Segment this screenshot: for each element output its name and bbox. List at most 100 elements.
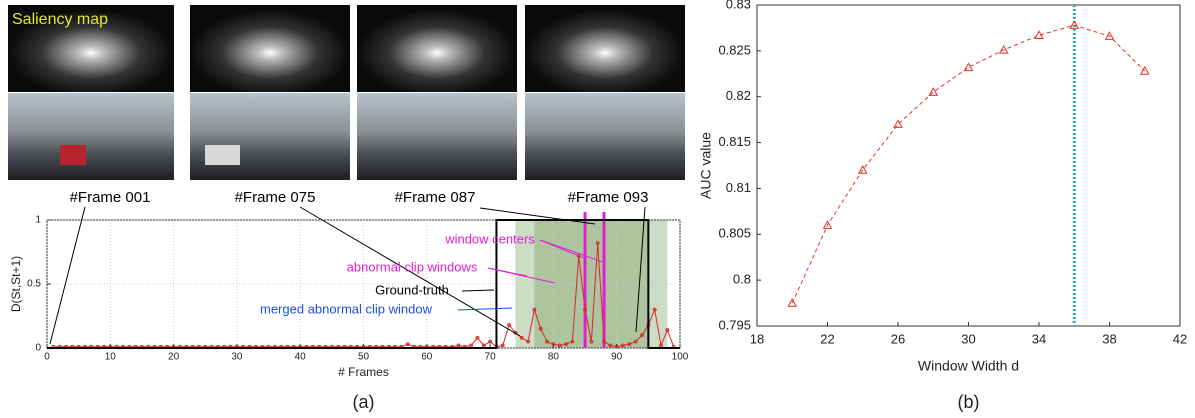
y-tick-label: 1 bbox=[35, 215, 41, 226]
marker bbox=[576, 253, 581, 258]
x-tick-label: 30 bbox=[961, 331, 975, 346]
y-tick-label: 0.825 bbox=[718, 42, 751, 57]
street-image bbox=[525, 93, 685, 180]
y-axis-label: AUC value bbox=[698, 132, 714, 199]
frame-label: #Frame 087 bbox=[395, 189, 476, 206]
marker bbox=[456, 343, 461, 348]
x-tick-label: 40 bbox=[295, 352, 307, 363]
marker bbox=[665, 328, 670, 332]
x-axis-label: # Frames bbox=[338, 365, 389, 379]
saliency-image bbox=[190, 5, 350, 92]
marker bbox=[1069, 20, 1080, 29]
x-tick-label: 38 bbox=[1102, 331, 1116, 346]
annotation: window centers bbox=[444, 231, 535, 246]
car bbox=[205, 145, 240, 165]
annotation: merged abnormal clip window bbox=[260, 301, 433, 316]
marker bbox=[545, 339, 549, 344]
x-tick-label: 60 bbox=[421, 352, 433, 363]
marker bbox=[507, 323, 511, 327]
marker bbox=[640, 333, 644, 338]
marker bbox=[998, 44, 1009, 54]
marker bbox=[532, 307, 537, 312]
abnormal-window bbox=[534, 220, 668, 348]
y-tick-label: 0.83 bbox=[726, 0, 751, 11]
saliency-image bbox=[357, 5, 517, 92]
arrow bbox=[479, 207, 596, 225]
marker bbox=[519, 335, 524, 340]
x-tick-label: 80 bbox=[548, 352, 560, 363]
marker bbox=[405, 342, 410, 347]
x-tick-label: 90 bbox=[611, 352, 623, 363]
marker bbox=[928, 87, 939, 96]
annotation: abnormal clip windows bbox=[347, 259, 478, 274]
marker bbox=[1139, 66, 1150, 75]
marker bbox=[500, 343, 505, 348]
caption: (b) bbox=[958, 392, 980, 412]
x-axis-label: Window Width d bbox=[918, 358, 1019, 374]
x-tick-label: 34 bbox=[1032, 331, 1046, 346]
marker bbox=[787, 298, 798, 307]
image-strip: Saliency map #Frame 001 #Frame 075 #Fram… bbox=[8, 5, 685, 206]
arrow bbox=[539, 239, 604, 263]
x-tick-label: 50 bbox=[358, 352, 370, 363]
annotation: Ground-truth bbox=[375, 282, 449, 297]
plot-b: 18 22 26 30 34 38 42 0.795 0.8 0.805 0.81 0.815 0.82… bbox=[698, 0, 1188, 412]
marker bbox=[627, 342, 632, 347]
marker bbox=[557, 343, 562, 348]
marker bbox=[583, 307, 587, 312]
x-tick-label: 18 bbox=[750, 331, 764, 346]
frame-label: #Frame 075 bbox=[235, 189, 316, 206]
marker bbox=[633, 339, 638, 344]
street-image bbox=[8, 93, 174, 180]
x-tick-label: 26 bbox=[891, 331, 905, 346]
car bbox=[60, 145, 86, 165]
x-tick-label: 0 bbox=[44, 352, 50, 363]
x-tick-label: 42 bbox=[1173, 331, 1187, 346]
x-tick-label: 100 bbox=[672, 352, 689, 363]
arrow bbox=[457, 307, 513, 311]
saliency-image bbox=[8, 5, 174, 92]
x-tick-label: 70 bbox=[485, 352, 497, 363]
marker bbox=[963, 62, 974, 72]
arrow bbox=[461, 289, 495, 292]
marker bbox=[608, 343, 613, 348]
street-image bbox=[190, 93, 350, 180]
x-tick-label: 20 bbox=[168, 352, 180, 363]
y-tick-label: 0.795 bbox=[718, 317, 751, 332]
y-tick-label: 0.82 bbox=[726, 88, 751, 103]
marker bbox=[595, 241, 600, 245]
x-tick-label: 30 bbox=[231, 352, 243, 363]
x-tick-label: 10 bbox=[105, 352, 117, 363]
arrow bbox=[299, 206, 521, 337]
marker bbox=[614, 344, 619, 349]
x-tick-label: 22 bbox=[820, 331, 834, 346]
marker bbox=[570, 339, 575, 344]
y-tick-label: 0.8 bbox=[733, 272, 751, 287]
arrow bbox=[487, 267, 556, 284]
arrow bbox=[49, 206, 86, 345]
marker bbox=[822, 220, 833, 229]
marker bbox=[1034, 30, 1044, 39]
series-line bbox=[47, 219, 680, 349]
marker bbox=[1104, 31, 1115, 40]
image-label: Saliency map bbox=[12, 11, 108, 28]
y-tick-label: 0.805 bbox=[718, 226, 751, 241]
y-tick-label: 0.815 bbox=[718, 134, 751, 149]
marker bbox=[526, 339, 530, 344]
plot-area bbox=[756, 4, 1181, 327]
marker bbox=[652, 307, 657, 312]
marker bbox=[564, 342, 568, 347]
marker bbox=[602, 339, 606, 344]
annotations: window centers abnormal clip windows Gro… bbox=[49, 206, 646, 345]
marker bbox=[469, 343, 474, 348]
plot-a: 0 10 20 30 40 50 60 70 80 90 100 0 0.5 1 # Frames D(St,… bbox=[9, 212, 689, 412]
frame-label: #Frame 001 bbox=[70, 189, 151, 206]
marker bbox=[551, 342, 556, 347]
y-axis-label: D(St,St+1) bbox=[9, 256, 23, 312]
y-tick-label: 0.81 bbox=[726, 180, 751, 195]
series-line bbox=[791, 24, 1146, 304]
y-tick-label: 0 bbox=[35, 343, 41, 354]
y-tick-label: 0.5 bbox=[27, 279, 41, 290]
marker bbox=[538, 326, 543, 331]
